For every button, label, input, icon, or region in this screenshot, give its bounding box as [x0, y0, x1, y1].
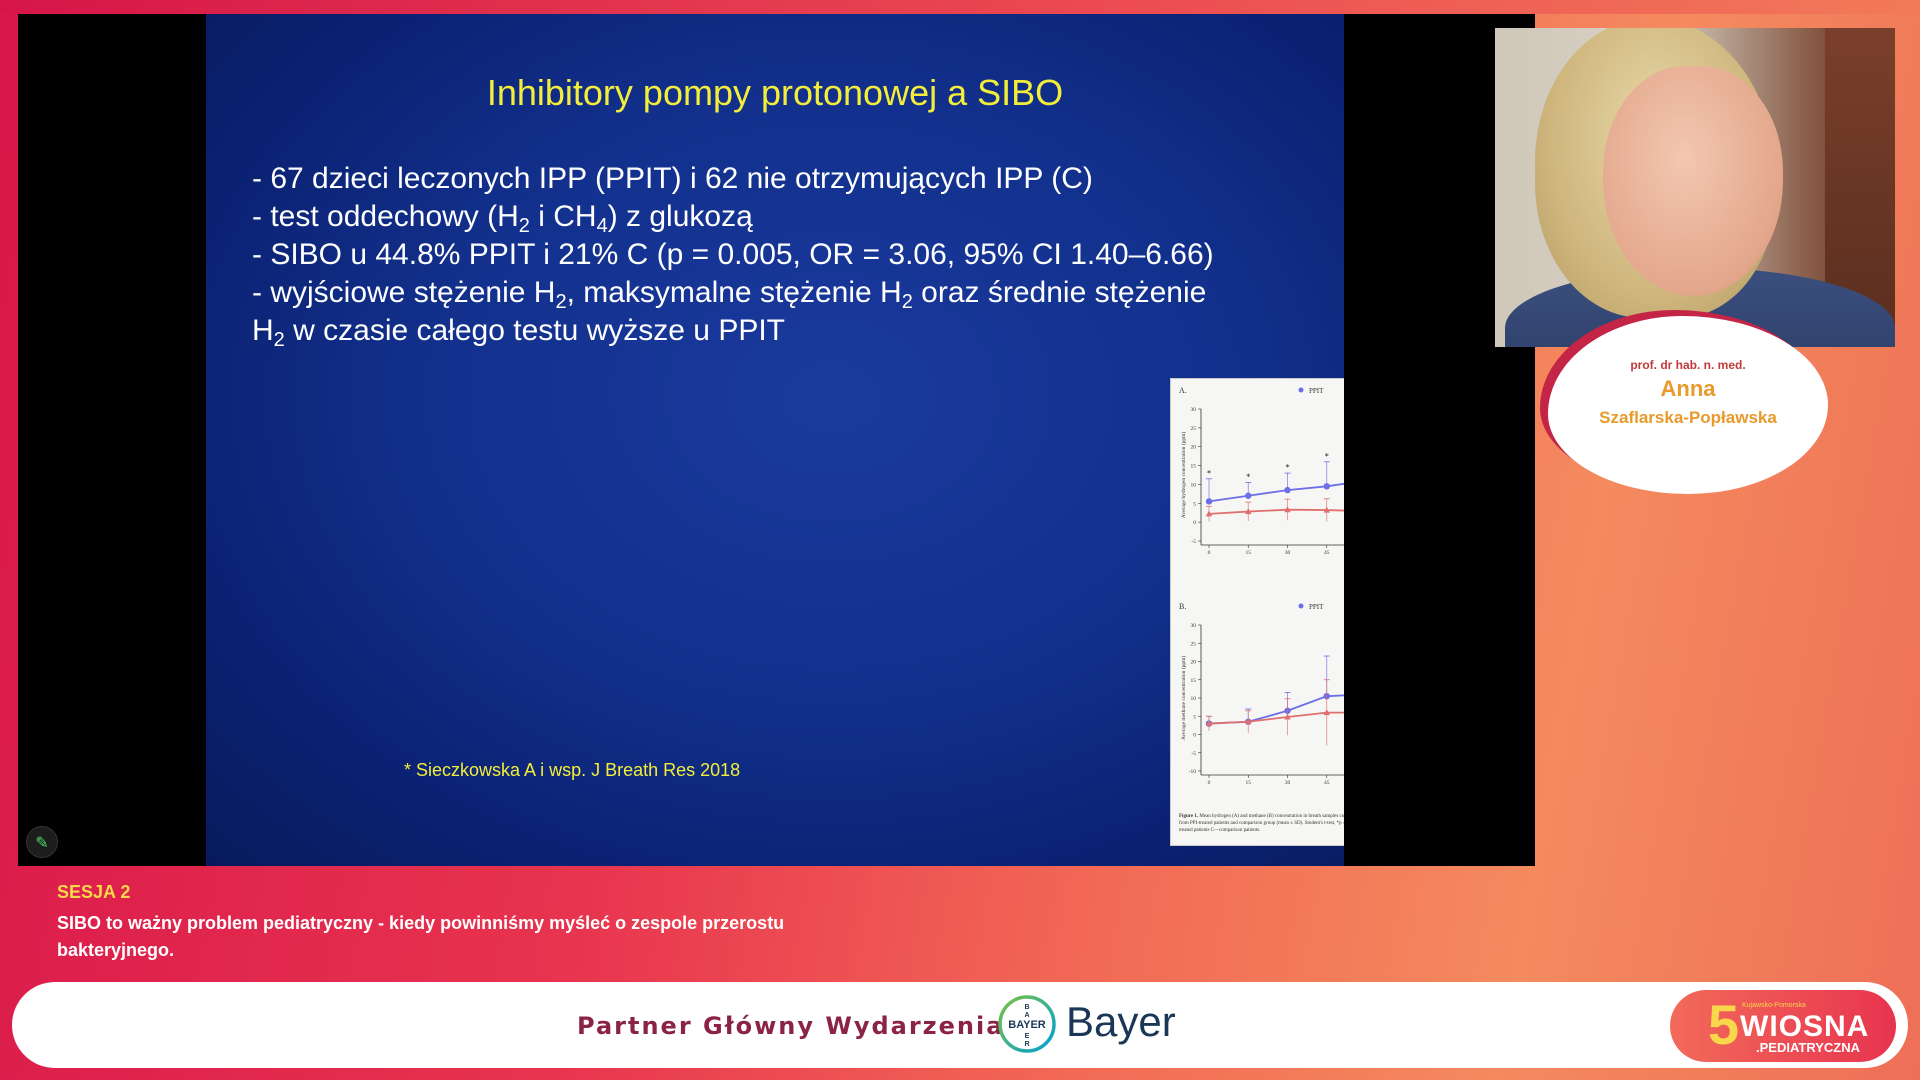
bayer-cross-logo: BAYER B A E R [998, 995, 1056, 1053]
event-subname: .PEDIATRYCZNA [1756, 1040, 1860, 1055]
y-tick-label: 5 [1193, 714, 1196, 720]
svg-text:A: A [1024, 1012, 1029, 1019]
slide-bullets: - 67 dzieci leczonych IPP (PPIT) i 62 ni… [252, 160, 1332, 350]
bayer-logo-text: BAYER [1008, 1019, 1046, 1031]
bullet-5: H2 w czasie całego testu wyższe u PPIT [252, 314, 785, 351]
x-tick-label: 0 [1208, 780, 1211, 786]
series-line-PPIT [1208, 482, 1344, 503]
legend-marker [1298, 603, 1304, 609]
panel-label: B. [1179, 602, 1186, 611]
y-tick-label: 30 [1191, 623, 1197, 629]
y-tick-label: 25 [1191, 641, 1197, 647]
y-tick-label: -5 [1191, 539, 1196, 545]
slide-title: Inhibitory pompy protonowej a SIBO [486, 72, 1064, 113]
significance-marker: * [1286, 463, 1290, 472]
svg-text:R: R [1024, 1041, 1029, 1048]
series-line-C [1208, 508, 1344, 515]
data-point [1245, 508, 1252, 515]
bullet-4: - wyjściowe stężenie H2, maksymalne stęż… [252, 276, 1207, 313]
presentation-slide: Inhibitory pompy protonowej a SIBO - 67 … [206, 14, 1344, 866]
x-tick-label: 15 [1246, 550, 1252, 556]
y-tick-label: -10 [1189, 769, 1197, 775]
y-tick-label: -5 [1191, 751, 1196, 757]
shared-screen: Inhibitory pompy protonowej a SIBO - 67 … [18, 14, 1535, 866]
y-tick-label: 10 [1191, 696, 1197, 702]
x-tick-label: 0 [1208, 550, 1211, 556]
data-point [1284, 506, 1291, 513]
data-point [1205, 720, 1213, 727]
bullet-2: - test oddechowy (H2 i CH4) z glukozą [252, 200, 753, 237]
data-point [1323, 506, 1330, 513]
event-name: WIOSNA [1740, 1010, 1870, 1043]
session-label: SESJA 2 [57, 882, 131, 902]
y-axis-label: Average hydrogen concentration (ppm) [1180, 432, 1187, 519]
x-tick-label: 15 [1246, 780, 1252, 786]
data-point [1323, 483, 1330, 490]
sponsor-bar: Partner Główny Wydarzenia BAYER B A E R … [12, 982, 1908, 1068]
event-region: Kujawsko-Pomorska [1742, 1002, 1806, 1009]
data-point [1205, 498, 1213, 505]
pencil-icon[interactable]: ✎ [26, 826, 58, 858]
x-tick-label: 30 [1285, 780, 1291, 786]
top-frame [0, 0, 1920, 14]
legend-label: PPIT [1309, 603, 1324, 611]
data-point [1245, 718, 1252, 725]
bayer-wordmark: Bayer [1066, 998, 1176, 1045]
data-point [1205, 510, 1213, 517]
y-tick-label: 20 [1191, 445, 1197, 451]
x-tick-label: 45 [1324, 550, 1330, 556]
y-tick-label: 5 [1193, 501, 1196, 507]
slide-citation: * Sieczkowska A i wsp. J Breath Res 2018 [404, 760, 741, 780]
significance-marker: * [1325, 452, 1329, 461]
y-tick-label: 20 [1191, 660, 1197, 666]
data-point [1323, 709, 1330, 716]
svg-text:E: E [1025, 1033, 1030, 1040]
legend-label: PPIT [1309, 387, 1324, 395]
y-tick-label: 0 [1193, 733, 1196, 739]
session-title: SIBO to ważny problem pediatryczny - kie… [57, 913, 785, 960]
y-tick-label: 30 [1191, 407, 1197, 413]
partner-text: Partner Główny Wydarzenia [577, 1012, 1005, 1040]
y-tick-label: 10 [1191, 482, 1197, 488]
figure-caption: Figure 1. Mean hydrogen (A) and methane … [1179, 814, 1344, 833]
legend-marker [1298, 387, 1304, 393]
y-tick-label: 0 [1193, 520, 1196, 526]
y-tick-label: 25 [1191, 426, 1197, 432]
study-figure: A. PPIT C -5 0 5 10 15 20 25 30 0 15 30 45 60 75 90 105 120… [1170, 378, 1344, 846]
series-line-PPIT [1208, 694, 1344, 725]
bullet-3: - SIBO u 44.8% PPIT i 21% C (p = 0.005, … [252, 238, 1214, 271]
bullet-1: - 67 dzieci leczonych IPP (PPIT) i 62 ni… [252, 162, 1093, 195]
significance-marker: * [1207, 469, 1211, 478]
panel-label: A. [1179, 386, 1187, 395]
data-point [1284, 713, 1291, 720]
speaker-name-tag: prof. dr hab. n. med. Anna Szaflarska-Po… [1548, 316, 1828, 494]
speaker-face [1603, 66, 1783, 296]
y-axis-label: Average methane concentration (ppm) [1180, 656, 1187, 741]
speaker-webcam [1495, 28, 1895, 347]
data-point [1245, 492, 1252, 499]
y-tick-label: 15 [1191, 464, 1197, 470]
event-edition-number: 5 [1708, 993, 1740, 1056]
event-badge: 5 Kujawsko-Pomorska WIOSNA .PEDIATRYCZNA [1670, 990, 1896, 1062]
speaker-last-name: Szaflarska-Popławska [1599, 408, 1777, 427]
x-tick-label: 45 [1324, 780, 1330, 786]
x-tick-label: 30 [1285, 550, 1291, 556]
speaker-role: prof. dr hab. n. med. [1630, 358, 1746, 372]
svg-text:B: B [1024, 1004, 1029, 1011]
data-point [1284, 486, 1291, 494]
significance-marker: * [1246, 473, 1250, 482]
y-tick-label: 15 [1191, 678, 1197, 684]
series-line-C [1208, 711, 1344, 725]
speaker-first-name: Anna [1660, 376, 1716, 401]
